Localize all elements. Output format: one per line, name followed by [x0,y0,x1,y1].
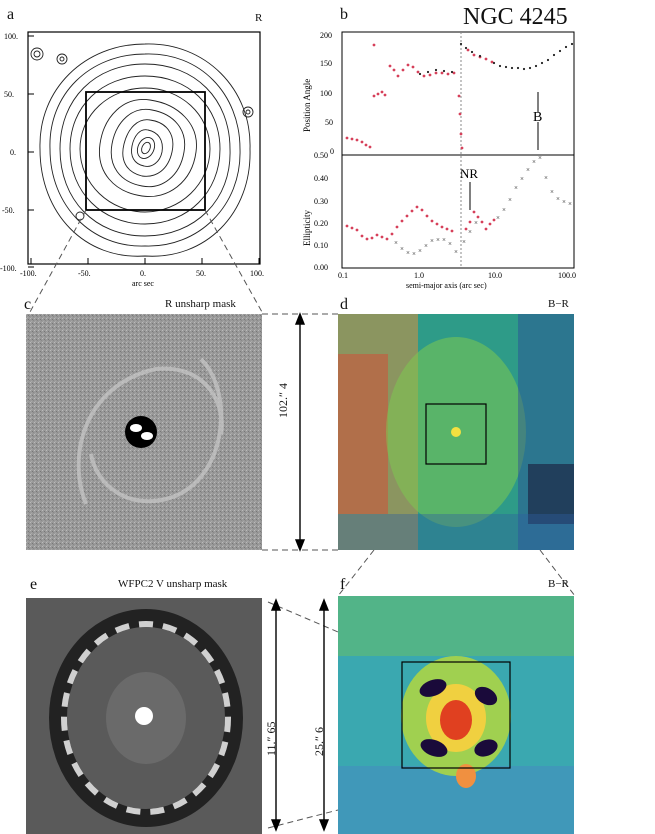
panel-c-image [26,314,262,550]
svg-text:×: × [556,195,560,203]
panel-d-scale-label: 102.″ 4 [276,383,290,418]
b-top-ytick-4: 0 [330,147,334,156]
panel-c-title: R unsharp mask [165,298,236,310]
svg-text:×: × [502,206,506,214]
b-top-ylabel: Position Angle [302,79,312,132]
panel-e-image [26,598,262,834]
svg-text:×: × [550,188,554,196]
b-bot-ytick-3: 0.20 [314,219,328,228]
panel-e-scale-label: 11.″ 65 [264,721,278,756]
b-xtick-2: 10.0 [488,271,502,280]
a-xtick-1: -50. [78,269,91,278]
b-bot-ytick-1: 0.40 [314,174,328,183]
a-xtick-0: -100. [20,269,37,278]
a-ytick-4: -100. [0,264,17,273]
b-bottom-ylabel: Ellipticity [302,210,312,246]
svg-text:×: × [394,239,398,247]
svg-text:×: × [520,175,524,183]
panel-f-title: B−R [548,578,569,590]
a-ytick-1: 50. [4,90,14,99]
b-xtick-0: 0.1 [338,271,348,280]
b-annot-B: B [533,110,542,125]
svg-text:×: × [526,166,530,174]
svg-text:×: × [442,236,446,244]
b-xtick-3: 100.0 [558,271,576,280]
panel-d-color-map [338,314,574,550]
svg-text:×: × [424,242,428,250]
svg-text:×: × [412,250,416,258]
svg-text:×: × [508,196,512,204]
svg-text:×: × [496,214,500,222]
panel-a-band: R [255,12,263,24]
svg-text:×: × [474,219,478,227]
svg-text:×: × [436,236,440,244]
b-top-ytick-2: 100 [320,89,332,98]
svg-text:×: × [462,238,466,246]
panel-a-contour-plot: 100. 50. 0. -50. -100. -100. -50. 0. 50.… [0,31,264,288]
galaxy-name-title: NGC 4245 [463,4,568,30]
panel-f-label: f [340,576,346,593]
panel-e-title: WFPC2 V unsharp mask [118,578,228,590]
svg-text:×: × [568,200,572,208]
a-xtick-4: 100. [250,269,264,278]
a-xtick-3: 50. [196,269,206,278]
b-bot-ytick-2: 0.30 [314,197,328,206]
svg-text:×: × [562,198,566,206]
panel-f-scale-label: 25.″ 6 [312,727,326,756]
svg-text:×: × [514,184,518,192]
panel-d-label: d [340,296,348,313]
panel-a-label: a [7,6,15,23]
b-bot-ytick-0: 0.50 [314,151,328,160]
svg-text:×: × [448,240,452,248]
svg-text:×: × [544,174,548,182]
svg-text:×: × [406,249,410,257]
svg-text:×: × [454,248,458,256]
panel-d-title: B−R [548,298,569,310]
b-top-ytick-1: 150 [320,59,332,68]
panel-f-color-map [338,596,574,834]
panel-e-label: e [30,576,38,593]
b-top-ytick-3: 50 [325,118,333,127]
svg-text:×: × [430,237,434,245]
b-top-ytick-0: 200 [320,31,332,40]
b-annot-NR: NR [460,166,478,181]
svg-text:×: × [418,247,422,255]
svg-text:×: × [400,245,404,253]
a-ytick-0: 100. [4,32,18,41]
panel-b-profile-plot: ×× × × ××× × × ×× ××× ××××××× ×××× × × B NR 200 1… [302,31,576,290]
panel-b-label: b [340,6,348,23]
b-bot-ytick-4: 0.10 [314,241,328,250]
b-xlabel: semi-major axis (arc sec) [406,281,487,290]
a-xtick-2: 0. [140,269,146,278]
svg-text:×: × [532,158,536,166]
a-xlabel: arc sec [132,279,154,288]
svg-text:×: × [538,154,542,162]
b-bot-ytick-5: 0.00 [314,263,328,272]
panel-c-label: c [24,296,32,313]
svg-text:×: × [468,228,472,236]
a-ytick-2: 0. [10,148,16,157]
a-ytick-3: -50. [2,206,15,215]
b-xtick-1: 1.0 [414,271,424,280]
